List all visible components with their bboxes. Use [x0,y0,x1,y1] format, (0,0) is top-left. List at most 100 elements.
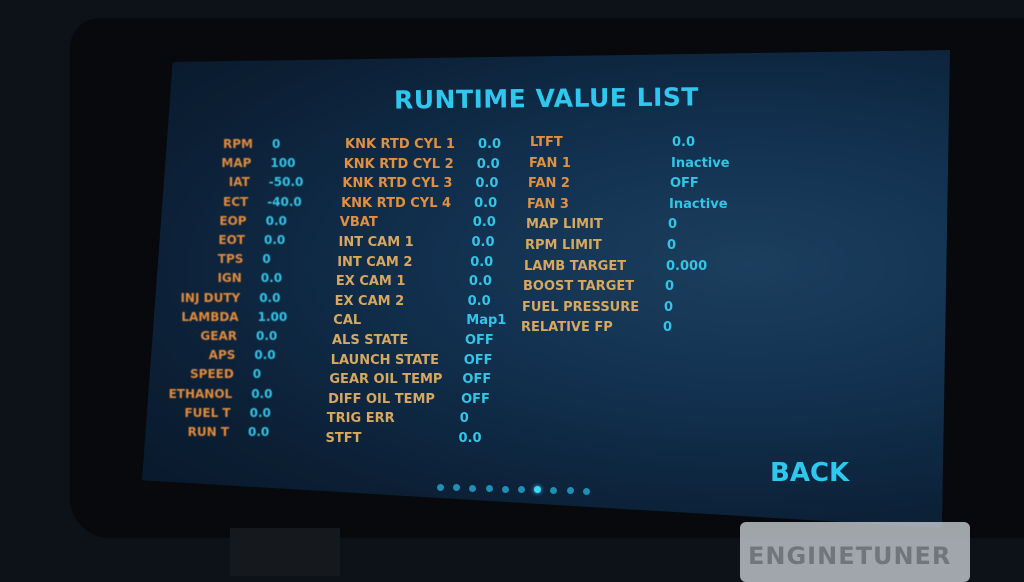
page-dot[interactable] [534,486,542,494]
value-label: KNK RTD CYL 2 [343,156,454,172]
value-reading: Map1 [466,313,507,329]
value-reading: OFF [461,391,490,407]
value-reading: 0 [668,217,678,233]
value-label: FUEL T [184,405,231,420]
value-label: RUN T [187,425,229,439]
brand-text: ENGINETUNER [748,542,952,570]
value-reading: 0.0 [458,431,482,446]
page-dot[interactable] [501,485,509,493]
value-reading: 0.0 [249,405,271,420]
value-label: INJ DUTY [180,290,241,305]
value-reading: 0.000 [666,258,708,274]
brand-logo: ENGINETUNER [740,522,970,582]
value-label: LTFT [530,135,563,150]
value-reading: 100 [270,156,296,171]
value-reading: 0.0 [468,274,492,290]
value-label: INT CAM 1 [338,235,414,250]
value-reading: 0.0 [472,215,496,231]
value-reading: 0 [272,137,281,151]
value-reading: 0.0 [254,348,276,363]
value-label: FAN 3 [527,196,569,212]
value-reading: 0 [459,411,469,427]
value-label: CAL [333,313,362,329]
value-label: RELATIVE FP [521,320,613,336]
value-reading: 0.0 [478,137,502,152]
value-label: ALS STATE [332,333,409,348]
value-label: IGN [217,271,242,286]
value-label: STFT [325,431,362,446]
value-label: GEAR [200,329,237,343]
value-label: EX CAM 1 [335,274,406,290]
page-indicator[interactable] [437,484,597,498]
value-reading: Inactive [669,196,728,212]
value-reading: 0.0 [248,425,270,439]
value-label: DIFF OIL TEMP [328,391,435,407]
value-label: EOP [219,213,247,228]
value-label: RPM [223,137,253,151]
page-dot[interactable] [469,484,477,492]
value-reading: 0 [667,238,677,253]
screen [142,50,950,528]
value-reading: 0.0 [260,271,283,286]
value-reading: Inactive [671,155,730,171]
value-label: FUEL PRESSURE [522,299,640,315]
value-label: EX CAM 2 [334,293,405,309]
value-reading: OFF [462,372,492,388]
value-reading: 0.0 [471,235,495,250]
page-dot[interactable] [485,485,493,493]
value-label: EOT [218,233,245,247]
value-reading: 0.0 [672,135,696,150]
value-label: TPS [217,252,244,267]
value-label: FAN 1 [529,155,571,171]
value-reading: OFF [463,352,493,368]
value-reading: 0 [664,299,674,315]
value-label: MAP [221,156,252,171]
value-label: VBAT [339,215,378,231]
page-dot[interactable] [582,487,590,495]
value-reading: 0.0 [251,386,273,401]
value-reading: 0 [262,252,271,267]
value-reading: 0 [665,279,675,295]
value-reading: -40.0 [267,194,302,209]
value-reading: 1.00 [257,309,288,324]
value-label: RPM LIMIT [525,238,602,253]
page-title: RUNTIME VALUE LIST [393,82,700,115]
value-label: INT CAM 2 [337,254,413,270]
value-label: LAUNCH STATE [330,352,440,368]
page-dot[interactable] [518,486,525,493]
value-label: ECT [223,194,249,209]
value-reading: 0.0 [474,195,498,211]
value-label: KNK RTD CYL 4 [341,195,452,211]
value-reading: 0.0 [467,293,491,309]
value-reading: 0.0 [475,176,499,192]
value-reading: OFF [670,176,699,192]
page-dot[interactable] [566,487,574,495]
value-label: LAMBDA [181,309,239,324]
value-label: BOOST TARGET [523,279,635,295]
page-dot[interactable] [437,484,444,491]
value-label: TRIG ERR [326,411,395,427]
value-label: ETHANOL [168,386,233,401]
back-button[interactable]: BACK [770,458,850,488]
value-reading: -50.0 [268,175,304,190]
value-reading: 0 [252,367,262,382]
value-label: APS [208,348,236,363]
value-reading: 0.0 [476,156,500,172]
page-dot[interactable] [550,486,558,494]
value-label: MAP LIMIT [526,217,603,233]
value-reading: 0.0 [256,329,278,343]
value-label: IAT [228,175,250,190]
value-reading: OFF [465,333,494,348]
value-reading: 0.0 [265,213,287,228]
device-mount [230,528,340,576]
value-label: LAMB TARGET [524,258,627,274]
page-dot[interactable] [453,484,461,492]
value-label: KNK RTD CYL 1 [345,137,455,152]
value-reading: 0.0 [470,254,494,270]
value-reading: 0 [663,320,673,336]
value-label: GEAR OIL TEMP [329,372,443,388]
value-reading: 0.0 [259,290,281,305]
value-label: FAN 2 [528,176,570,192]
value-reading: 0.0 [264,233,286,247]
value-label: SPEED [190,367,234,382]
